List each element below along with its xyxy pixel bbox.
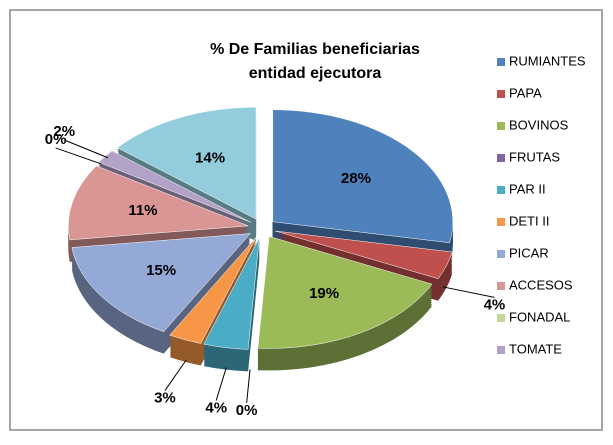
leader-line bbox=[55, 147, 102, 165]
data-label: 19% bbox=[309, 285, 339, 302]
legend-swatch bbox=[497, 186, 505, 194]
data-label: 4% bbox=[484, 296, 506, 313]
legend-swatch bbox=[497, 314, 505, 322]
slice bbox=[68, 165, 249, 241]
data-label: 3% bbox=[154, 390, 176, 407]
slice bbox=[71, 233, 252, 332]
legend-swatch bbox=[497, 346, 505, 354]
legend-swatch bbox=[497, 90, 505, 98]
legend-label: PAPA bbox=[509, 85, 542, 100]
chart-title: entidad ejecutora bbox=[249, 65, 382, 82]
data-label: 4% bbox=[205, 399, 227, 416]
legend-swatch bbox=[497, 218, 505, 226]
legend-label: TOMATE bbox=[509, 341, 562, 356]
data-label: 28% bbox=[341, 170, 371, 187]
legend-label: PAR II bbox=[509, 181, 546, 196]
chart-title: % De Familias beneficiarias bbox=[210, 41, 420, 58]
legend-swatch bbox=[497, 282, 505, 290]
data-label: 15% bbox=[146, 262, 176, 279]
slice bbox=[275, 230, 453, 280]
legend-swatch bbox=[497, 250, 505, 258]
slice bbox=[116, 106, 257, 220]
leader-line bbox=[164, 359, 187, 391]
data-label: 0% bbox=[236, 402, 258, 419]
data-label: 2% bbox=[53, 123, 75, 140]
legend-label: ACCESOS bbox=[509, 277, 573, 292]
leader-line bbox=[442, 286, 495, 298]
slice bbox=[272, 109, 454, 244]
slice bbox=[203, 237, 260, 350]
leader-line bbox=[246, 369, 251, 403]
data-label: 0% bbox=[45, 131, 67, 148]
slice bbox=[169, 236, 257, 344]
legend-swatch bbox=[497, 58, 505, 66]
legend-swatch bbox=[497, 154, 505, 162]
legend-label: BOVINOS bbox=[509, 117, 569, 132]
legend-label: DETI II bbox=[509, 213, 549, 228]
legend-label: PICAR bbox=[509, 245, 549, 260]
legend-label: RUMIANTES bbox=[509, 53, 586, 68]
data-label: 14% bbox=[195, 149, 225, 166]
data-label: 11% bbox=[128, 202, 157, 219]
slice bbox=[257, 236, 433, 349]
legend-label: FRUTAS bbox=[509, 149, 560, 164]
leader-line bbox=[215, 367, 227, 401]
legend-swatch bbox=[497, 122, 505, 130]
legend-label: FONADAL bbox=[509, 309, 570, 324]
leader-line bbox=[64, 139, 109, 159]
